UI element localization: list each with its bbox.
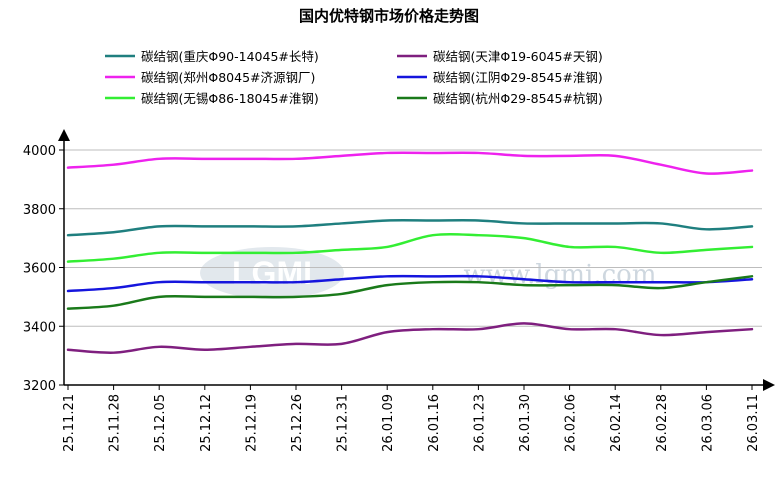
x-tick-label-2: 25.12.05 <box>153 394 168 452</box>
x-tick-label-9: 26.01.23 <box>472 394 487 452</box>
x-tick-label-4: 25.12.19 <box>244 394 259 452</box>
legend-label-3: 碳结钢(江阴Φ29-8545#淮钢) <box>433 70 603 85</box>
x-tick-label-0: 25.11.21 <box>62 394 77 452</box>
series-line-2 <box>66 151 754 175</box>
x-tick-label-7: 26.01.09 <box>381 394 396 452</box>
y-axis-arrow <box>58 129 70 141</box>
series-line-5 <box>66 275 754 310</box>
axes <box>58 129 775 391</box>
x-tick-label-1: 25.11.28 <box>108 394 123 452</box>
series-line-1 <box>66 322 754 354</box>
legend-label-4: 碳结钢(无锡Φ86-18045#淮钢) <box>141 91 319 106</box>
y-tick-label-3: 3800 <box>23 203 56 218</box>
legend-label-2: 碳结钢(郑州Φ8045#济源钢厂) <box>141 70 315 85</box>
legend-label-1: 碳结钢(天津Φ19-6045#天钢) <box>433 49 603 64</box>
legend-label-5: 碳结钢(杭州Φ29-8545#杭钢) <box>433 91 603 106</box>
x-tick-label-12: 26.02.14 <box>609 394 624 452</box>
x-ticks: 25.11.21 25.11.28 25.12.05 25.12.12 25.12.19… <box>62 385 761 452</box>
x-tick-label-3: 25.12.12 <box>199 394 214 452</box>
watermark: LGMI www.lgmi.com <box>200 247 657 299</box>
legend-label-0: 碳结钢(重庆Φ90-14045#长特) <box>141 49 319 64</box>
watermark-logo-text: LGMI <box>232 255 312 291</box>
legend: 碳结钢(重庆Φ90-14045#长特) 碳结钢(天津Φ19-6045#天钢) 碳结钢… <box>105 49 603 106</box>
y-tick-label-4: 4000 <box>23 144 56 159</box>
watermark-logo-ellipse <box>200 247 344 299</box>
x-tick-label-14: 26.03.06 <box>700 394 715 452</box>
x-tick-label-10: 26.01.30 <box>518 394 533 452</box>
grid <box>64 149 762 327</box>
x-tick-label-8: 26.01.16 <box>427 394 442 452</box>
y-tick-label-0: 3200 <box>23 379 56 394</box>
series-line-4 <box>66 232 754 263</box>
x-axis-arrow <box>763 379 775 391</box>
x-tick-label-13: 26.02.28 <box>655 394 670 452</box>
y-ticks: 3200 3400 3600 3800 4000 <box>23 144 64 394</box>
x-tick-label-6: 25.12.31 <box>336 394 351 452</box>
x-tick-label-15: 26.03.11 <box>746 394 761 452</box>
series-lines <box>66 151 754 354</box>
x-tick-label-5: 25.12.26 <box>290 394 305 452</box>
y-tick-label-2: 3600 <box>23 262 56 277</box>
chart-title: 国内优特钢市场价格走势图 <box>299 7 479 25</box>
x-tick-label-11: 26.02.06 <box>564 394 579 452</box>
y-tick-label-1: 3400 <box>23 320 56 335</box>
series-line-0 <box>66 219 754 237</box>
series-line-3 <box>66 274 754 293</box>
